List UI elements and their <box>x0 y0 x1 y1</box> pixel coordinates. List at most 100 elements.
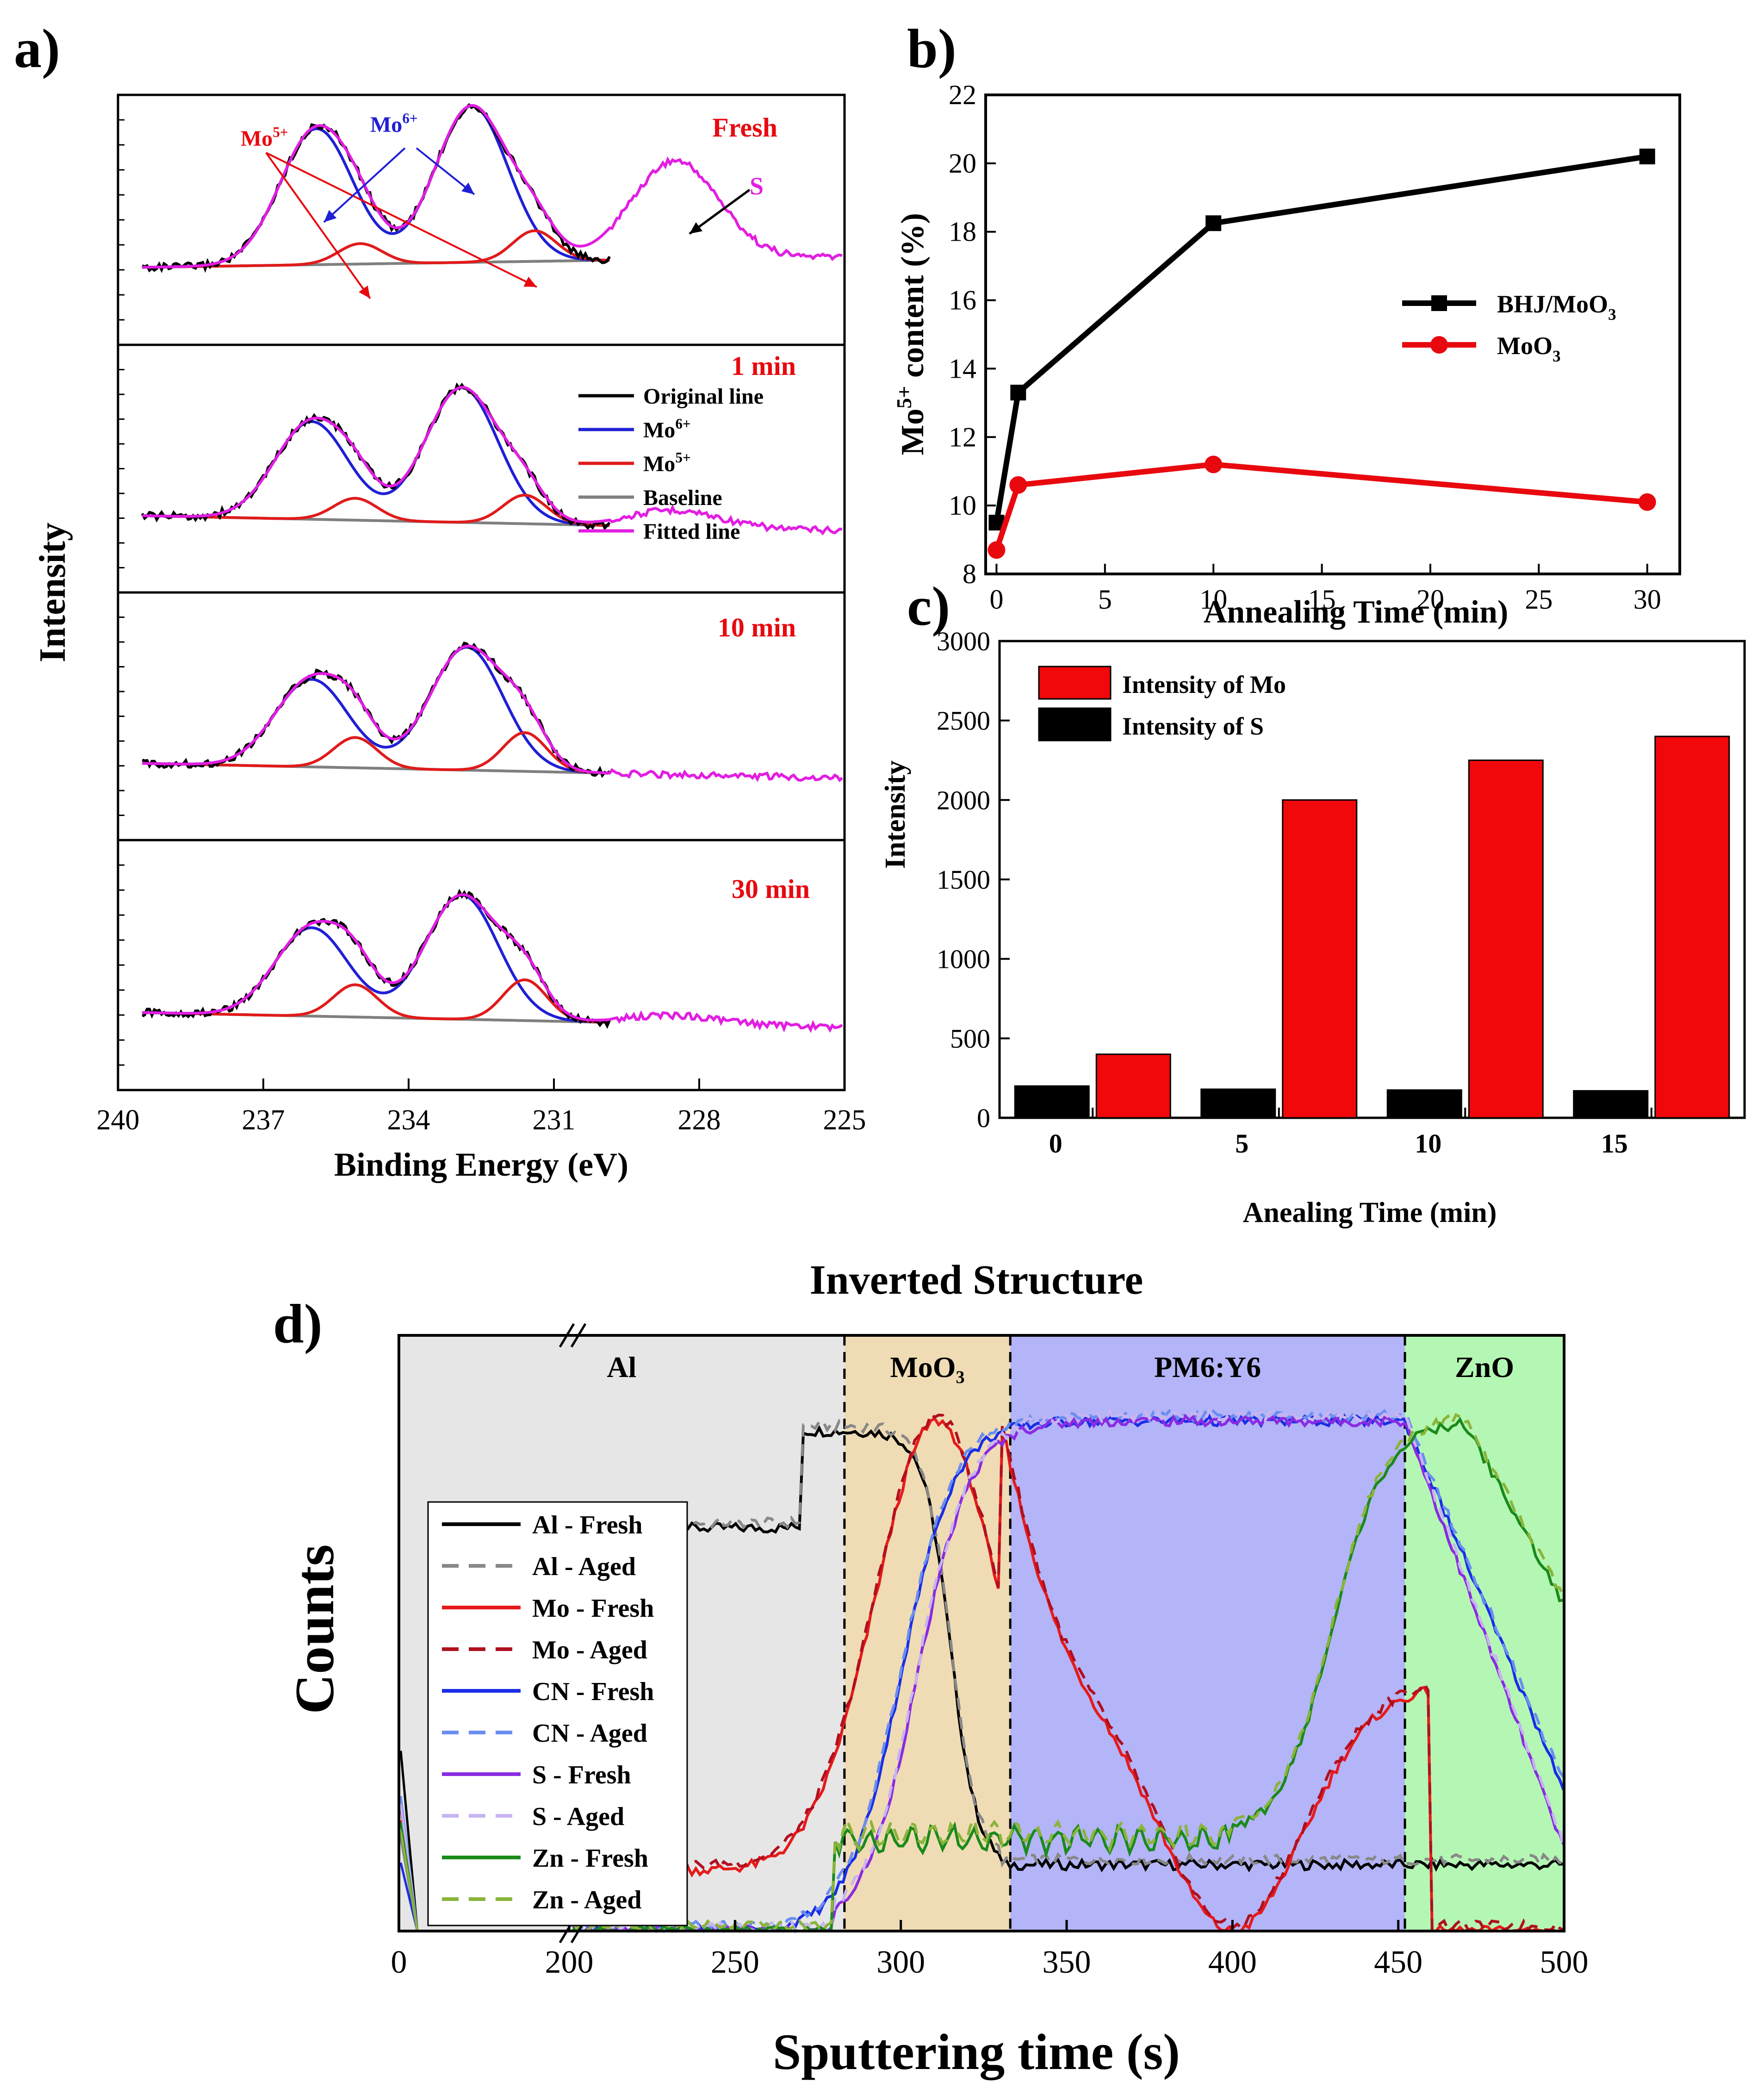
x-tick-label: 5 <box>1098 584 1112 615</box>
x-tick-label: 225 <box>823 1104 866 1136</box>
x-tick-label: 15 <box>1601 1128 1628 1159</box>
y-tick-label: 20 <box>949 148 976 179</box>
data-point <box>1010 385 1026 401</box>
legend-label: Zn - Aged <box>532 1886 642 1914</box>
region-label: PM6:Y6 <box>1154 1351 1261 1383</box>
panel-label-a: a) <box>14 18 60 79</box>
data-point <box>1638 493 1656 511</box>
legend-label: BHJ/MoO3 <box>1497 290 1616 324</box>
x-tick-label: 300 <box>876 1944 925 1980</box>
region-label: Al <box>607 1351 636 1383</box>
bar-s <box>1573 1090 1649 1119</box>
bar-mo <box>1468 760 1544 1119</box>
depth-series-9 <box>571 1413 1565 1933</box>
bar-s <box>1200 1088 1276 1119</box>
legend-label: Intensity of Mo <box>1122 671 1286 698</box>
legend-label: Mo6+ <box>643 416 691 442</box>
x-tick-label: 25 <box>1525 584 1553 615</box>
legend-marker <box>1430 336 1448 354</box>
legend-swatch <box>1038 707 1112 742</box>
legend-label: Baseline <box>643 486 722 510</box>
depth-series-0 <box>571 1425 1564 1873</box>
x-tick-label: 237 <box>242 1104 285 1136</box>
s-arrow-head <box>689 222 703 234</box>
x-tick-label: 0 <box>391 1944 407 1980</box>
x-axis-title: Sputtering time (s) <box>773 2024 1180 2080</box>
x-tick-label: 10 <box>1415 1128 1441 1159</box>
x-tick-label: 250 <box>711 1944 759 1980</box>
bar-mo <box>1095 1053 1171 1119</box>
region-label: MoO₃ <box>890 1351 964 1383</box>
panel-label-c: c) <box>907 575 950 637</box>
x-axis-title: Anealing Time (min) <box>1243 1197 1497 1228</box>
x-tick-label: 231 <box>533 1104 576 1136</box>
mo6-annotation: Mo6+ <box>370 110 418 137</box>
legend-label: Mo - Fresh <box>532 1594 654 1623</box>
chart-title: Inverted Structure <box>810 1257 1143 1303</box>
mo6-fit-line <box>142 386 610 527</box>
legend-label: S - Aged <box>532 1802 624 1831</box>
subpanel-label: 10 min <box>718 612 796 642</box>
x-tick-label: 500 <box>1540 1944 1589 1980</box>
mo5-fit-line <box>142 978 610 1024</box>
subpanel-label: 1 min <box>731 351 796 381</box>
depth-series-3 <box>572 1412 1565 1932</box>
early-segment <box>399 1831 419 1932</box>
y-tick-label: 14 <box>949 353 976 384</box>
depth-series-8 <box>571 1417 1564 1933</box>
y-tick-label: 3000 <box>937 626 990 656</box>
x-tick-label: 200 <box>545 1944 594 1980</box>
x-tick-label: 400 <box>1208 1944 1257 1980</box>
x-tick-label: 10 <box>1199 584 1227 615</box>
fitted-line <box>142 644 843 782</box>
x-tick-label: 15 <box>1308 584 1336 615</box>
y-tick-label: 2500 <box>937 706 990 736</box>
data-point <box>988 541 1006 559</box>
y-tick-label: 500 <box>950 1023 990 1053</box>
legend-label: Mo - Aged <box>532 1636 647 1664</box>
mo6-fit-line <box>142 893 610 1024</box>
depth-series-2 <box>572 1416 1564 1933</box>
data-point <box>1639 149 1655 165</box>
mo5-fit-line <box>142 229 610 269</box>
x-tick-label: 234 <box>387 1104 430 1136</box>
mo5-arrow-1-head <box>359 285 370 299</box>
legend-label: Original line <box>643 384 764 409</box>
series-line-1 <box>994 461 1648 551</box>
legend-box <box>427 1501 688 1926</box>
y-axis-title: Intensity <box>32 523 73 662</box>
mo5-annotation: Mo5+ <box>241 124 288 151</box>
legend-label: Intensity of S <box>1122 712 1264 740</box>
legend-label: Zn - Fresh <box>532 1844 648 1873</box>
panel-b-mo5-content-chart: 0 5 10 15 20 25 30 8 10 12 14 16 18 20 22 BHJ/MoO3 MoO3 A… <box>892 80 1681 630</box>
x-tick-label: 350 <box>1043 1944 1091 1980</box>
depth-series-7 <box>572 1408 1565 1934</box>
data-point <box>1009 476 1027 494</box>
mo5-arrow-2 <box>266 152 537 288</box>
mo5-arrow-1 <box>265 152 371 299</box>
y-axis-title: Intensity <box>880 760 911 869</box>
y-tick-label: 0 <box>977 1103 990 1133</box>
bar-s <box>1386 1089 1462 1119</box>
y-axis-title: Counts <box>284 1545 345 1714</box>
depth-series-1 <box>571 1418 1564 1868</box>
legend-label: CN - Aged <box>532 1719 647 1748</box>
legend-swatch <box>1038 666 1112 700</box>
x-axis-title: Binding Energy (eV) <box>334 1146 628 1183</box>
mo5-fit-line <box>142 731 610 775</box>
y-tick-label: 2000 <box>937 785 990 815</box>
bar-s <box>1014 1085 1090 1119</box>
y-tick-label: 18 <box>949 217 976 247</box>
mo6-arrow-2 <box>416 147 475 195</box>
panel-d-depth-profile-chart: Inverted Structure Al MoO₃ PM6:Y6 ZnO 0 200 250… <box>284 1257 1589 2080</box>
legend-label: CN - Fresh <box>532 1677 654 1706</box>
x-tick-label: 240 <box>97 1104 140 1136</box>
y-tick-label: 8 <box>963 559 976 589</box>
plot-frame <box>984 93 1681 575</box>
y-tick-label: 10 <box>949 490 976 521</box>
y-tick-label: 1500 <box>937 865 990 895</box>
subpanel-label: 30 min <box>732 874 810 904</box>
x-tick-label: 5 <box>1235 1128 1248 1159</box>
series-line-0 <box>994 154 1648 523</box>
x-axis-title: Annealing Time (min) <box>1204 594 1509 630</box>
